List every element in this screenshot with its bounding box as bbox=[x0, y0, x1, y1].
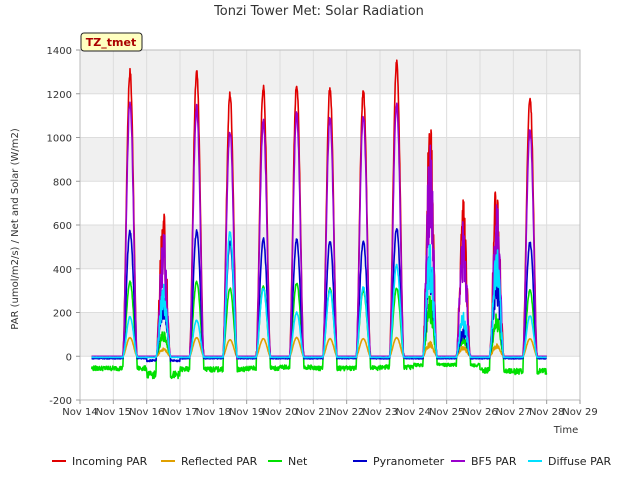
plot-band bbox=[80, 50, 580, 94]
y-tick-label: 1000 bbox=[47, 134, 72, 145]
x-tick-label: Nov 22 bbox=[329, 407, 364, 418]
legend-label: Net bbox=[288, 455, 308, 468]
chart-title: Tonzi Tower Met: Solar Radiation bbox=[213, 4, 424, 19]
legend: Incoming PAR Reflected PAR Net Pyranometer B… bbox=[52, 455, 612, 468]
tz-tag-box bbox=[80, 32, 143, 52]
x-tick-label: Nov 24 bbox=[396, 407, 431, 418]
x-tick-label: Nov 21 bbox=[296, 407, 331, 418]
y-tick-label: 1200 bbox=[47, 90, 72, 101]
y-tick-label: 400 bbox=[53, 265, 72, 276]
x-axis-label: Time bbox=[553, 425, 578, 436]
y-axis-label: PAR (umol/m2/s) / Net and Solar (W/m2) bbox=[10, 128, 21, 330]
x-tick-label: Nov 19 bbox=[229, 407, 264, 418]
x-tick-label: Nov 25 bbox=[429, 407, 464, 418]
legend-label: BF5 PAR bbox=[471, 455, 517, 468]
plot-band bbox=[80, 137, 580, 182]
x-tick-label: Nov 28 bbox=[529, 407, 564, 418]
tz-tag: TZ_tmet bbox=[80, 32, 143, 52]
y-tick-label: 200 bbox=[53, 309, 72, 320]
legend-label: Pyranometer bbox=[373, 455, 445, 468]
y-tick-label: 0 bbox=[66, 352, 72, 363]
x-tick-label: Nov 17 bbox=[162, 407, 197, 418]
y-tick-label: 800 bbox=[53, 177, 72, 188]
series-lines bbox=[90, 59, 548, 380]
legend-label: Diffuse PAR bbox=[548, 455, 612, 468]
x-tick-label: Nov 26 bbox=[462, 407, 497, 418]
plot-band bbox=[80, 312, 580, 357]
tz-tag-label: TZ_tmet bbox=[86, 36, 136, 49]
x-tick-label: Nov 16 bbox=[129, 407, 164, 418]
x-tick-label: Nov 15 bbox=[96, 407, 131, 418]
x-tick-label: Nov 14 bbox=[62, 407, 97, 418]
x-tick-label: Nov 23 bbox=[362, 407, 397, 418]
legend-label: Incoming PAR bbox=[72, 455, 148, 468]
series-line-net bbox=[90, 280, 548, 380]
plot-band bbox=[80, 225, 580, 269]
x-tick-label: Nov 27 bbox=[496, 407, 531, 418]
x-tick-label: Nov 29 bbox=[562, 407, 597, 418]
y-tick-label: -200 bbox=[49, 396, 72, 407]
legend-label: Reflected PAR bbox=[181, 455, 258, 468]
x-tick-label: Nov 20 bbox=[262, 407, 297, 418]
y-tick-label: 1400 bbox=[47, 46, 72, 57]
series-line-diffuse-par bbox=[91, 231, 548, 359]
y-axis-ticks: -200 0 200 400 600 800 1000 1200 1400 bbox=[47, 46, 80, 407]
x-tick-label: Nov 18 bbox=[196, 407, 231, 418]
y-tick-label: 600 bbox=[53, 221, 72, 232]
